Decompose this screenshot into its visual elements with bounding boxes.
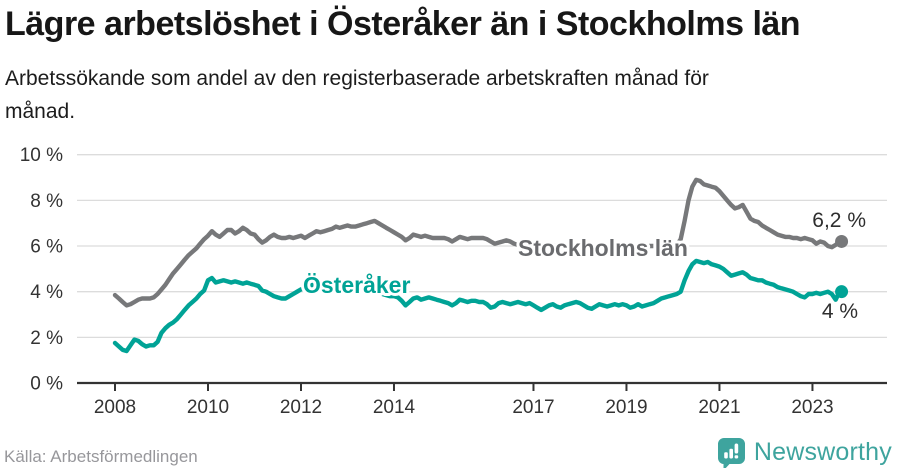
x-axis-tick-label: 2008 — [94, 397, 136, 418]
chart-subtitle: Arbetssökande som andel av den registerb… — [5, 67, 709, 123]
series-end-dot — [835, 285, 849, 299]
source-credit: Källa: Arbetsförmedlingen — [4, 447, 198, 466]
y-axis-tick-label: 10 % — [20, 145, 63, 166]
x-axis-tick-label: 2021 — [698, 397, 740, 418]
x-axis-tick-label: 2023 — [791, 397, 833, 418]
y-axis-tick-label: 8 % — [30, 191, 63, 212]
series-line-stockholms-lan — [112, 177, 842, 308]
y-axis-tick-label: 4 % — [30, 282, 63, 303]
newsworthy-logo: Newsworthy — [717, 437, 892, 468]
series-label-osteraker: Österåker — [303, 272, 410, 298]
page-title: Lägre arbetslöshet i Österåker än i Stoc… — [5, 5, 801, 43]
series-line-osteraker — [112, 258, 842, 354]
brand-name: Newsworthy — [753, 438, 892, 466]
series-end-dot — [835, 234, 849, 248]
series-label-stockholms-lan: Stockholms län — [518, 235, 688, 261]
x-axis-tick-label: 2014 — [373, 397, 416, 418]
x-axis-tick-label: 2010 — [187, 397, 229, 418]
bar-chart-speech-bubble-icon — [717, 438, 745, 468]
x-axis-tick-label: 2012 — [280, 397, 322, 418]
x-axis-tick-label: 2019 — [605, 397, 647, 418]
y-axis-tick-label: 0 % — [30, 374, 63, 395]
y-axis-tick-label: 6 % — [30, 237, 63, 258]
series-end-value-label: 6,2 % — [812, 209, 866, 232]
x-axis-tick-label: 2017 — [512, 397, 554, 418]
y-axis-tick-label: 2 % — [30, 328, 63, 349]
line-chart: 0 % 2 % 4 % 6 % 8 % 10 % 2008 2010 2012 2014 2017 2… — [0, 135, 900, 440]
series-end-value-label: 4 % — [822, 300, 858, 323]
unemployment-line-chart: 0 % 2 % 4 % 6 % 8 % 10 % 2008 2010 2012 2014 2017 2… — [20, 145, 887, 418]
